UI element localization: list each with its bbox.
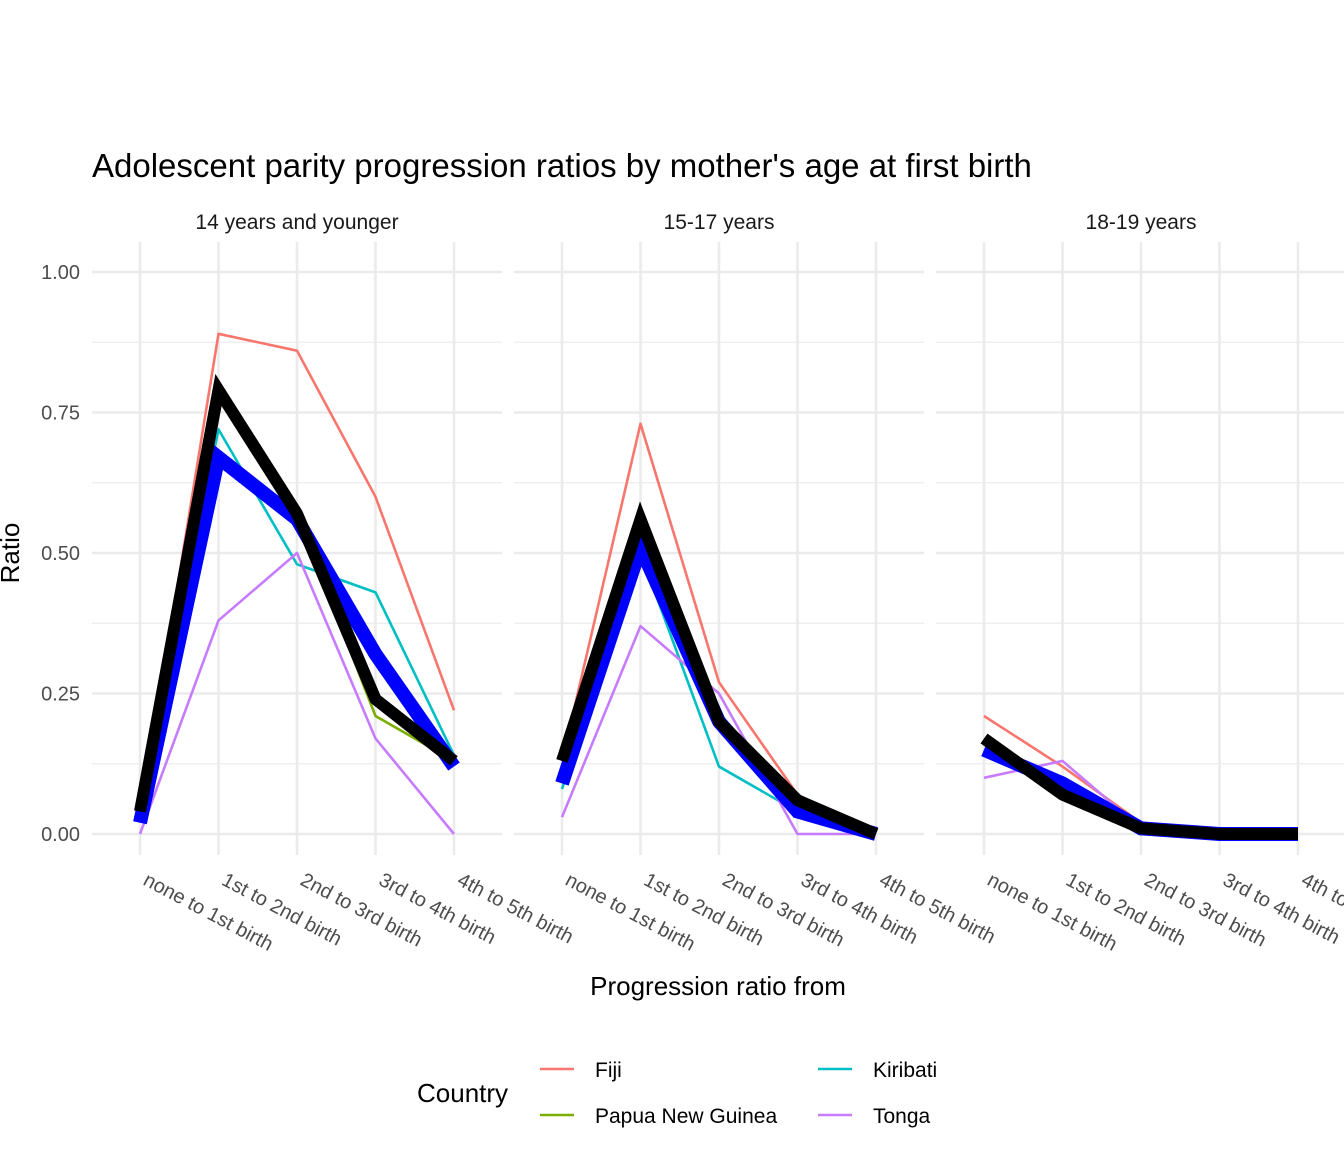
facet-label: 14 years and younger [195,211,398,234]
y-tick-label: 0.75 [41,403,80,425]
x-tick-label: none to 1st birth [984,869,1121,956]
x-tick-label: none to 1st birth [140,869,277,956]
legend-label-papua-new-guinea: Papua New Guinea [595,1105,777,1128]
y-tick-label: 0.25 [41,684,80,706]
y-tick-label: 1.00 [41,262,80,284]
y-tick-label: 0.00 [41,824,80,846]
series-line-black-average [556,501,879,840]
series-line-tonga [138,551,456,835]
legend: Country Fiji Kiribati Papua New Guinea Tong… [417,1059,937,1128]
legend-title: Country [417,1078,508,1108]
facet-label: 15-17 years [664,211,775,234]
y-axis-label: Ratio [0,523,25,584]
series-line-fiji [138,332,456,818]
facet-label: 18-19 years [1086,211,1197,234]
chart-title: Adolescent parity progression ratios by … [92,147,1032,184]
x-tick-label: none to 1st birth [562,869,699,956]
legend-label-fiji: Fiji [595,1059,622,1082]
legend-label-tonga: Tonga [873,1105,931,1128]
series-line-black-average [980,733,1298,840]
x-axis-label: Progression ratio from [590,971,846,1001]
legend-label-kiribati: Kiribati [873,1059,937,1082]
series-line-black-average [134,373,458,813]
y-tick-label: 0.50 [41,543,80,565]
y-axis: 0.00 0.25 0.50 0.75 1.00 [41,262,80,846]
series-line-tonga [560,624,876,836]
